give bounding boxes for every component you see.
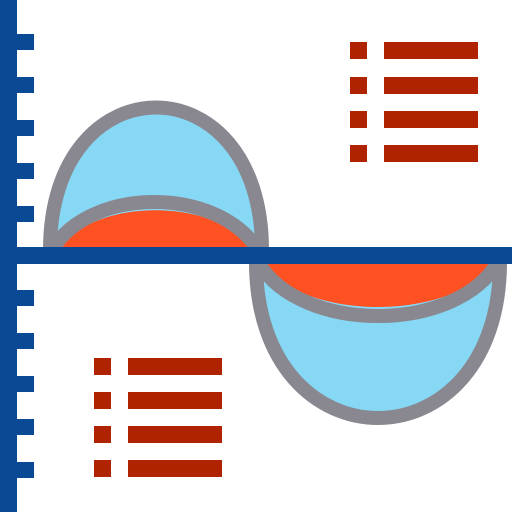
legend-bullet bbox=[350, 42, 367, 59]
legend-bullet bbox=[94, 392, 111, 409]
y-axis-tick bbox=[0, 333, 34, 349]
legend-bottom bbox=[94, 358, 222, 477]
legend-line bbox=[384, 42, 478, 59]
legend-bullet bbox=[94, 460, 111, 477]
legend-row bbox=[94, 426, 222, 443]
legend-row bbox=[94, 392, 222, 409]
positive-half-wave bbox=[43, 100, 269, 257]
y-axis-ticks bbox=[0, 34, 34, 478]
legend-row bbox=[350, 145, 478, 162]
legend-line bbox=[384, 145, 478, 162]
y-axis-tick bbox=[0, 120, 34, 136]
legend-line bbox=[384, 77, 478, 94]
legend-row bbox=[94, 460, 222, 477]
legend-bullet bbox=[350, 111, 367, 128]
y-axis-tick bbox=[0, 206, 34, 222]
legend-line bbox=[128, 426, 222, 443]
legend-top bbox=[350, 42, 478, 162]
negative-half-wave bbox=[249, 255, 507, 425]
y-axis-tick bbox=[0, 376, 34, 392]
y-axis-tick bbox=[0, 77, 34, 93]
y-axis-tick bbox=[0, 419, 34, 435]
legend-line bbox=[128, 392, 222, 409]
positive-lobe-inner bbox=[62, 210, 250, 247]
legend-row bbox=[94, 358, 222, 375]
y-axis-tick bbox=[0, 34, 34, 50]
positive-lobe-inner-outline bbox=[45, 195, 265, 257]
legend-line bbox=[384, 111, 478, 128]
y-axis-tick bbox=[0, 462, 34, 478]
x-axis bbox=[0, 247, 512, 264]
legend-bullet bbox=[94, 426, 111, 443]
y-axis-tick bbox=[0, 163, 34, 179]
negative-lobe-inner bbox=[264, 262, 494, 307]
negative-lobe-inner-outline bbox=[251, 255, 505, 323]
legend-row bbox=[350, 111, 478, 128]
legend-bullet bbox=[94, 358, 111, 375]
legend-bullet bbox=[350, 77, 367, 94]
legend-line bbox=[128, 460, 222, 477]
legend-row bbox=[350, 77, 478, 94]
legend-line bbox=[128, 358, 222, 375]
y-axis-tick bbox=[0, 290, 34, 306]
legend-bullet bbox=[350, 145, 367, 162]
legend-row bbox=[350, 42, 478, 59]
